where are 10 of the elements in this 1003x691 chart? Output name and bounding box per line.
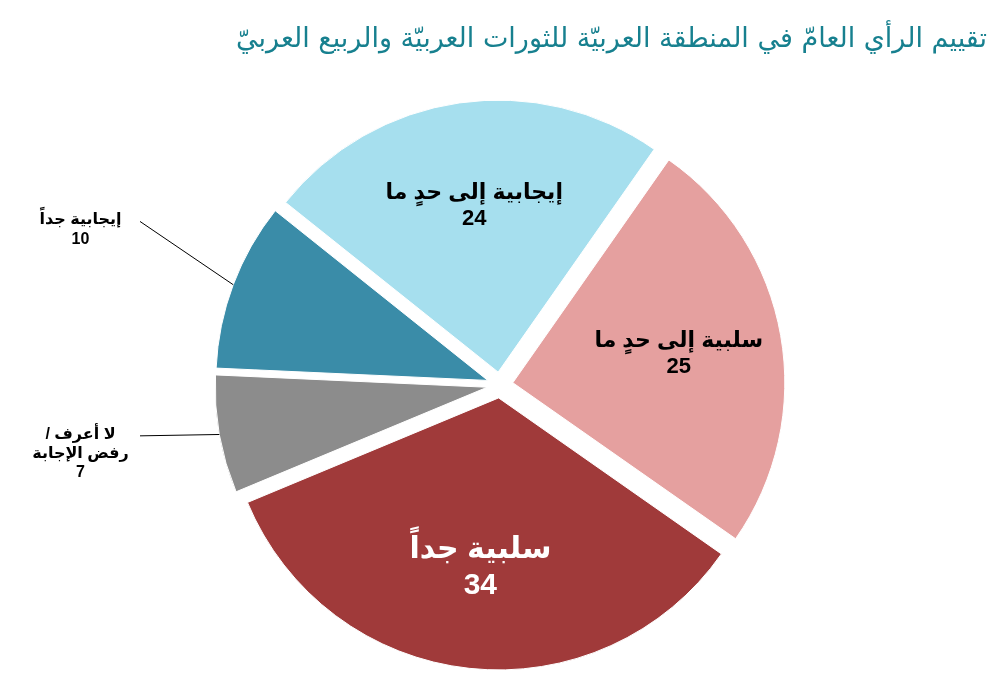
data-label: 34 [462, 565, 499, 602]
slice-label: إيجابية إلى حدٍ ما [385, 178, 563, 206]
chart-title: تقييم الرأي العامّ في المنطقة العربيّة للثورات العربيّة والربيع العربيّ [236, 22, 987, 53]
slice-label: سلبية إلى حدٍ ما [594, 326, 764, 354]
slice-label: لا أعرف / رفض الإجابة [31, 423, 130, 463]
data-label: 24 [461, 205, 488, 232]
slice-label: إيجابية جداً [38, 209, 123, 229]
data-label: 7 [75, 462, 86, 482]
data-label: 25 [665, 353, 692, 380]
data-label: 10 [70, 228, 91, 248]
